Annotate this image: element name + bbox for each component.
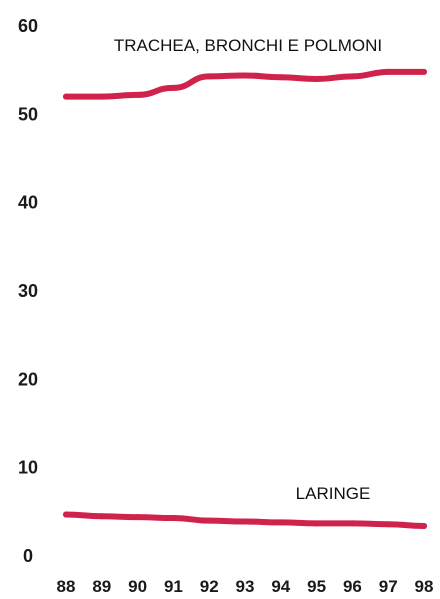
data-point <box>421 68 427 75</box>
y-tick-label: 40 <box>18 193 38 213</box>
data-point <box>170 84 177 91</box>
data-point <box>385 521 392 528</box>
data-point <box>349 73 356 80</box>
series-lines <box>63 68 427 529</box>
series-label: TRACHEA, BRONCHI E POLMONI <box>114 36 382 55</box>
data-point <box>206 517 213 524</box>
x-tick-label: 92 <box>200 577 219 596</box>
y-tick-label: 10 <box>18 458 38 478</box>
data-point <box>63 93 69 100</box>
series-label: LARINGE <box>296 484 371 503</box>
x-tick-label: 90 <box>128 577 147 596</box>
data-point <box>98 513 105 520</box>
y-tick-label: 50 <box>18 104 38 124</box>
data-point <box>242 72 248 79</box>
data-point <box>63 511 69 518</box>
data-point <box>134 91 141 98</box>
data-point <box>421 522 427 529</box>
series-labels: TRACHEA, BRONCHI E POLMONI LARINGE <box>114 36 382 503</box>
x-tick-label: 91 <box>164 577 183 596</box>
y-tick-label: 60 <box>18 16 38 36</box>
y-tick-label: 20 <box>18 369 38 389</box>
y-tick-label: 30 <box>18 281 38 301</box>
x-tick-label: 95 <box>307 577 326 596</box>
data-point <box>134 514 141 521</box>
data-point <box>206 73 213 80</box>
x-tick-label: 98 <box>415 577 434 596</box>
data-point <box>242 518 248 525</box>
data-point <box>385 68 392 75</box>
data-point <box>349 520 356 527</box>
data-point <box>98 93 105 100</box>
data-point <box>170 515 177 522</box>
data-point <box>277 519 284 526</box>
x-tick-label: 93 <box>236 577 255 596</box>
x-tick-label: 89 <box>92 577 111 596</box>
x-tick-label: 96 <box>343 577 362 596</box>
data-point <box>313 520 320 527</box>
data-point <box>313 76 320 82</box>
y-tick-label: 0 <box>23 546 33 566</box>
x-tick-label: 97 <box>379 577 398 596</box>
x-axis-ticks: 88 89 90 91 92 93 94 95 96 97 98 <box>57 577 434 596</box>
data-point <box>277 74 284 81</box>
y-axis-ticks: 0 10 20 30 40 50 60 <box>18 16 38 566</box>
x-tick-label: 88 <box>57 577 76 596</box>
x-tick-label: 94 <box>271 577 290 596</box>
